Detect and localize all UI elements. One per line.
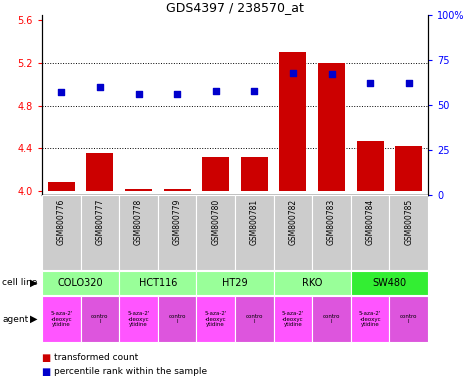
- Text: GSM800777: GSM800777: [95, 199, 104, 245]
- Bar: [81, 195, 119, 270]
- Text: 5-aza-2'
-deoxyc
ytidine: 5-aza-2' -deoxyc ytidine: [50, 311, 73, 327]
- Bar: [390, 296, 428, 342]
- Bar: [318, 63, 345, 191]
- Text: 5-aza-2'
-deoxyc
ytidine: 5-aza-2' -deoxyc ytidine: [205, 311, 227, 327]
- Bar: [42, 195, 81, 270]
- Text: GSM800785: GSM800785: [404, 199, 413, 245]
- Bar: [235, 296, 274, 342]
- Bar: [351, 270, 428, 295]
- Bar: [279, 52, 306, 191]
- Text: GSM800778: GSM800778: [134, 199, 143, 245]
- Text: ▶: ▶: [30, 314, 37, 324]
- Text: 5-aza-2'
-deoxyc
ytidine: 5-aza-2' -deoxyc ytidine: [282, 311, 304, 327]
- Bar: [196, 270, 274, 295]
- Point: [250, 88, 258, 94]
- Text: cell line: cell line: [2, 278, 38, 287]
- Bar: [202, 157, 229, 191]
- Text: contro
l: contro l: [400, 314, 418, 324]
- Text: GSM800780: GSM800780: [211, 199, 220, 245]
- Text: 5-aza-2'
-deoxyc
ytidine: 5-aza-2' -deoxyc ytidine: [359, 311, 381, 327]
- Title: GDS4397 / 238570_at: GDS4397 / 238570_at: [166, 1, 304, 14]
- Bar: [119, 296, 158, 342]
- Bar: [351, 296, 389, 342]
- Point: [366, 80, 374, 86]
- Point: [173, 91, 181, 97]
- Point: [289, 70, 297, 76]
- Bar: [119, 195, 158, 270]
- Bar: [351, 195, 389, 270]
- Bar: [81, 296, 119, 342]
- Bar: [86, 154, 114, 191]
- Text: RKO: RKO: [302, 278, 323, 288]
- Text: GSM800783: GSM800783: [327, 199, 336, 245]
- Text: ▶: ▶: [30, 278, 37, 288]
- Point: [212, 88, 219, 94]
- Text: transformed count: transformed count: [54, 354, 138, 362]
- Point: [405, 80, 412, 86]
- Bar: [48, 182, 75, 191]
- Text: HCT116: HCT116: [139, 278, 177, 288]
- Text: contro
l: contro l: [168, 314, 186, 324]
- Text: SW480: SW480: [372, 278, 407, 288]
- Bar: [158, 296, 196, 342]
- Bar: [235, 195, 274, 270]
- Point: [57, 89, 65, 96]
- Text: COLO320: COLO320: [58, 278, 104, 288]
- Bar: [274, 195, 312, 270]
- Bar: [312, 296, 351, 342]
- Bar: [390, 195, 428, 270]
- Point: [135, 91, 142, 97]
- Text: contro
l: contro l: [323, 314, 340, 324]
- Text: contro
l: contro l: [91, 314, 109, 324]
- Bar: [357, 141, 384, 191]
- Bar: [395, 146, 422, 191]
- Bar: [125, 189, 152, 191]
- Text: GSM800776: GSM800776: [57, 199, 66, 245]
- Point: [96, 84, 104, 90]
- Point: [328, 71, 335, 78]
- Text: GSM800779: GSM800779: [172, 199, 181, 245]
- Text: GSM800784: GSM800784: [366, 199, 375, 245]
- Text: percentile rank within the sample: percentile rank within the sample: [54, 367, 207, 376]
- Bar: [274, 296, 312, 342]
- Bar: [196, 296, 235, 342]
- Bar: [312, 195, 351, 270]
- Bar: [42, 270, 119, 295]
- Bar: [42, 296, 81, 342]
- Bar: [274, 270, 351, 295]
- Text: HT29: HT29: [222, 278, 248, 288]
- Text: agent: agent: [2, 314, 28, 323]
- Text: contro
l: contro l: [246, 314, 263, 324]
- Bar: [119, 270, 196, 295]
- Bar: [158, 195, 196, 270]
- Bar: [163, 189, 190, 191]
- Text: 5-aza-2'
-deoxyc
ytidine: 5-aza-2' -deoxyc ytidine: [127, 311, 150, 327]
- Text: GSM800782: GSM800782: [288, 199, 297, 245]
- Text: ■: ■: [42, 353, 54, 363]
- Text: GSM800781: GSM800781: [250, 199, 259, 245]
- Bar: [196, 195, 235, 270]
- Text: ■: ■: [42, 367, 54, 377]
- Bar: [241, 157, 268, 191]
